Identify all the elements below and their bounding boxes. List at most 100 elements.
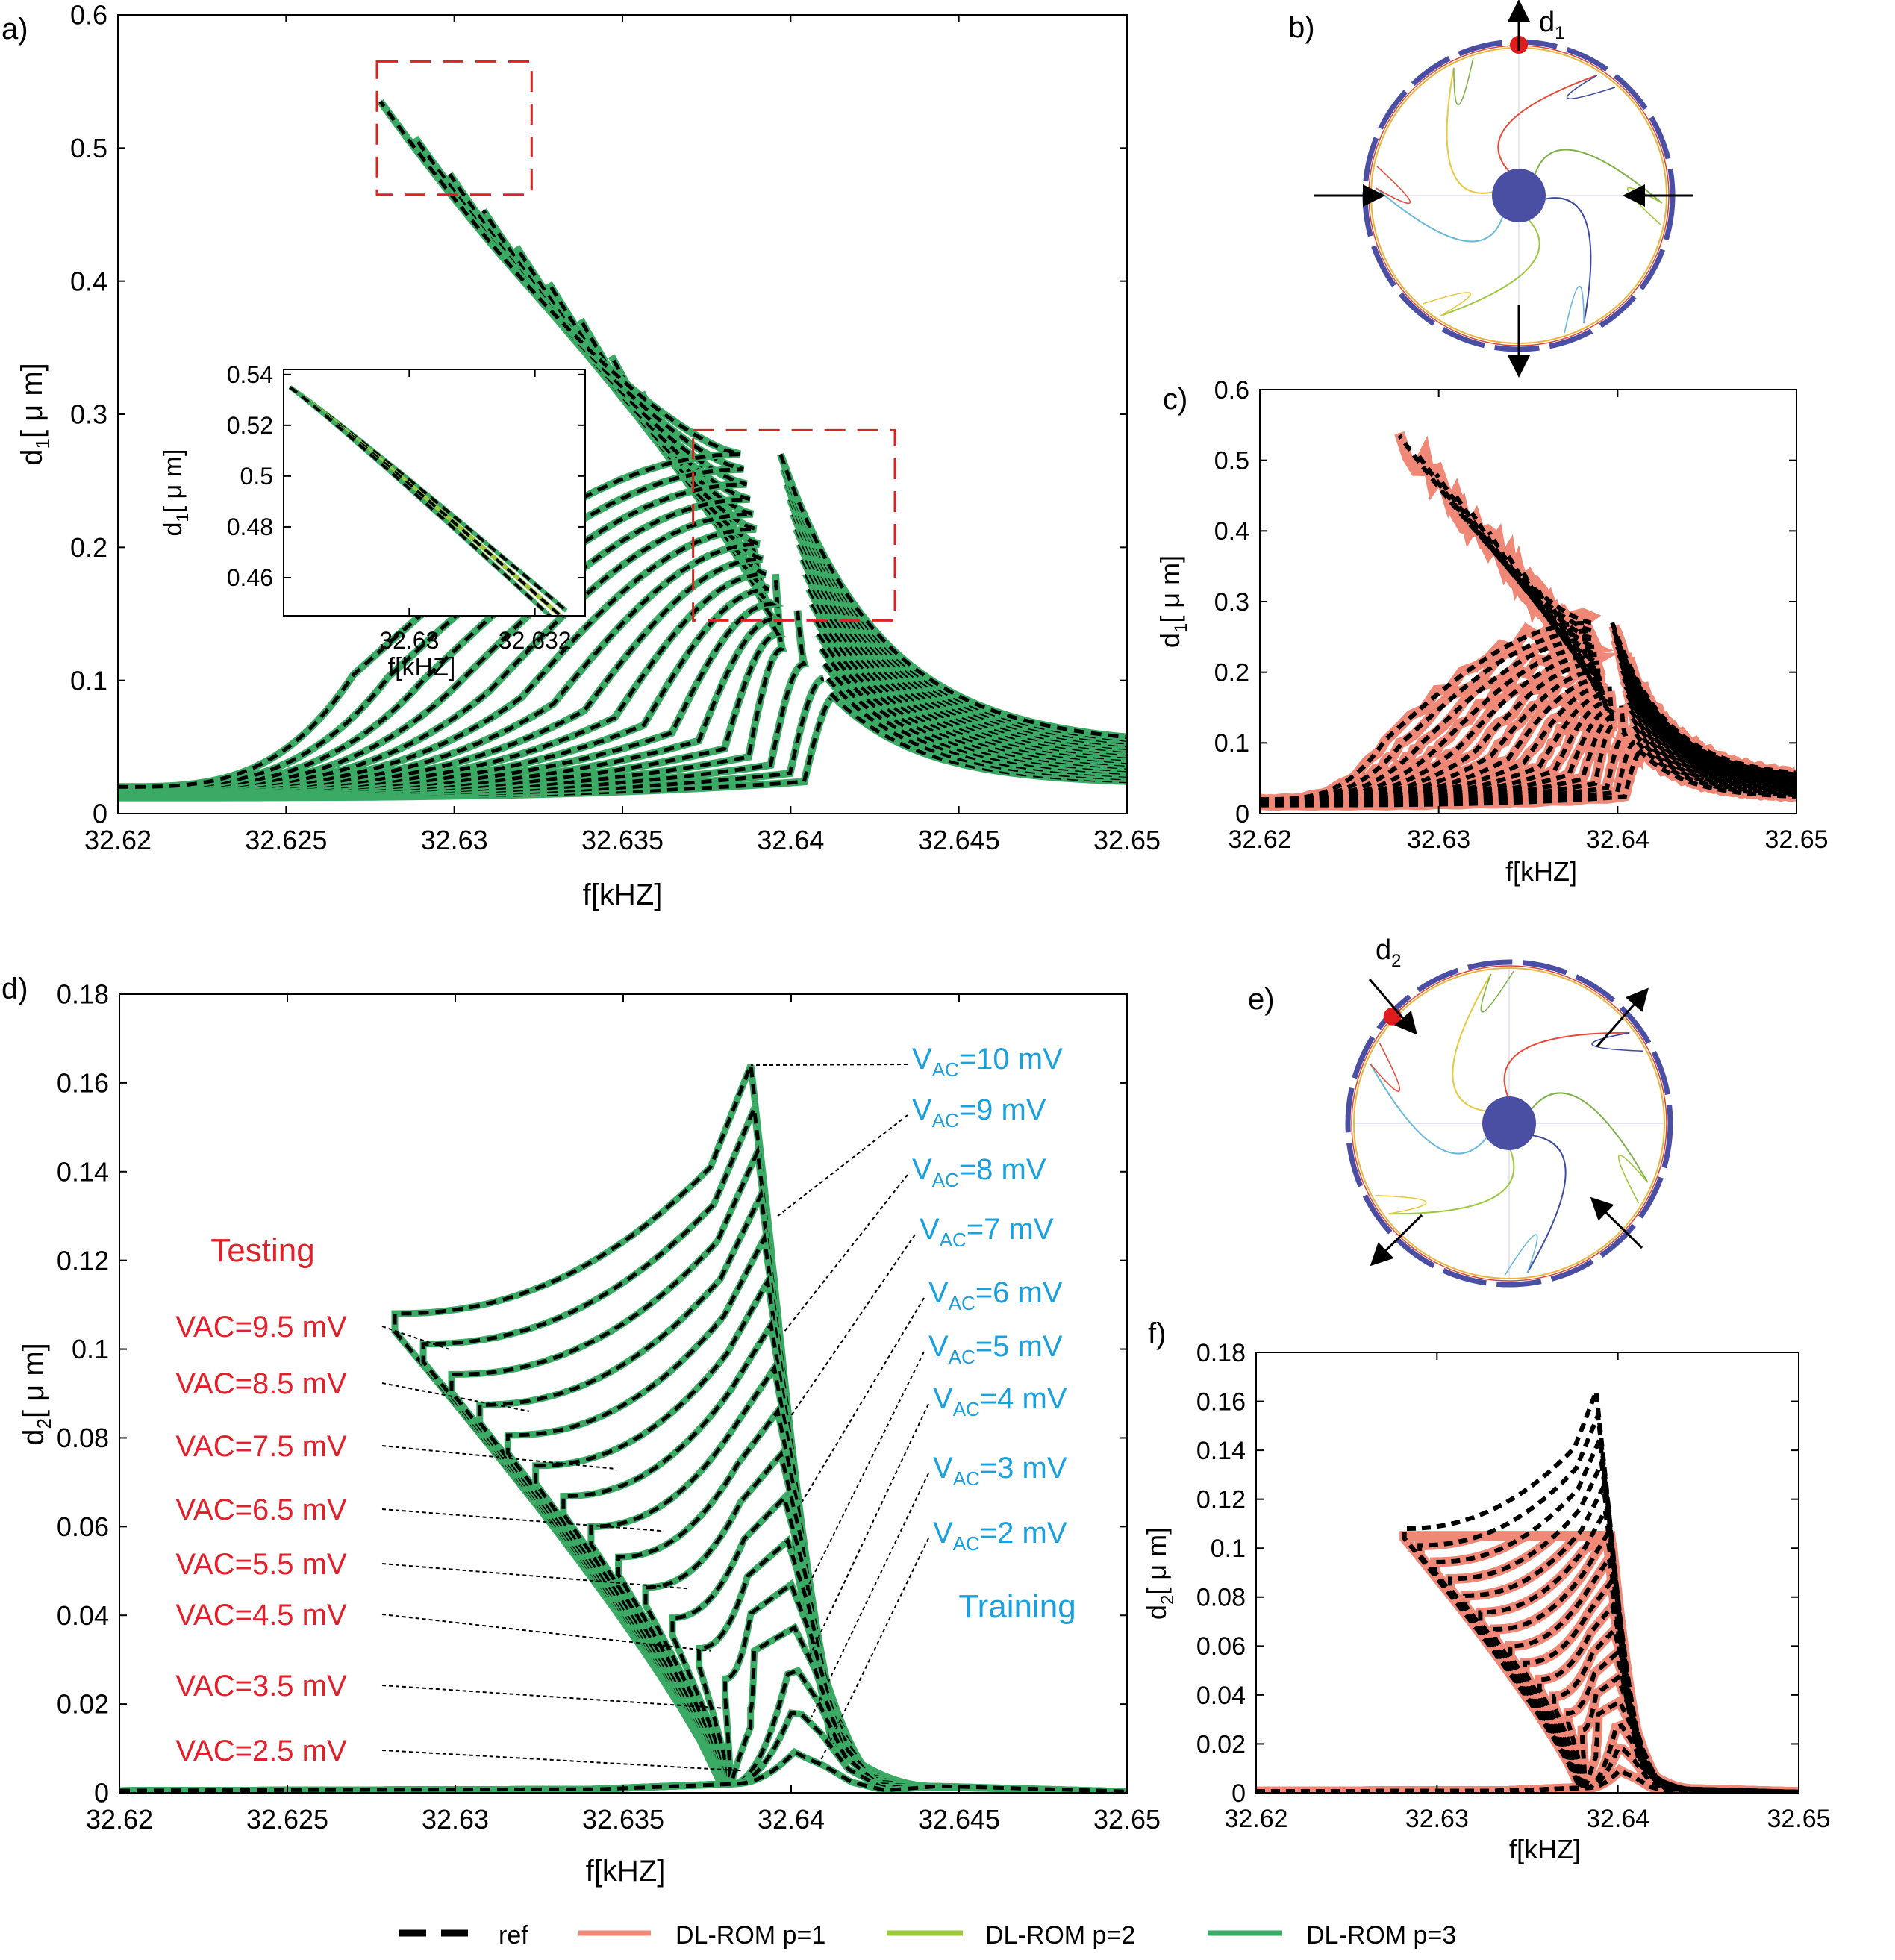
training-label-5: VAC=5 mV [928,1330,1063,1368]
c-series-10mV-ref [1610,622,1796,775]
chart-c-ylabel: d1[ μ m] [1155,555,1191,648]
chart-c-ytick-label: 0.4 [1214,517,1249,546]
chart-d-ytick-label: 0.16 [57,1067,109,1098]
c-series-2mV-ref [1637,748,1796,799]
chart-d-ytick-label: 0.02 [57,1689,109,1720]
chart-a-xtick-label: 32.65 [1093,825,1161,855]
chart-a-xlabel: f[kHZ] [583,878,663,911]
chart-f-ytick-label: 0.04 [1196,1682,1246,1710]
legend-item-ref: ref [399,1921,528,1950]
svg-text:DL-ROM p=1: DL-ROM p=1 [675,1921,825,1950]
c-series-6mV-ref [1260,589,1605,805]
gyro-spring-arc [1370,1043,1401,1092]
chart-c-ytick-label: 0.6 [1214,376,1249,405]
chart-a-ytick-label: 0.5 [70,133,107,163]
chart-d-xtick-label: 32.64 [758,1804,825,1835]
testing-leader-7 [381,1750,741,1772]
chart-a-xtick-label: 32.625 [245,825,327,855]
chart-d-ytick-label: 0.18 [57,979,109,1010]
testing-label-7: VAC=2.5 mV [175,1735,347,1767]
svg-text:DL-ROM p=2: DL-ROM p=2 [985,1921,1135,1950]
training-leader-1 [777,1114,908,1217]
panel-label-f: f) [1148,1317,1166,1350]
gyro-spring-arc [1375,1194,1427,1214]
f-series-5mV-ref [1256,1626,1799,1793]
d-series-5mV-ref [119,1494,1127,1793]
training-label-1: VAC=9 mV [912,1093,1046,1132]
chart-c-xtick-label: 32.62 [1228,825,1291,854]
c-series-3mV-ref [1260,705,1629,807]
chart-a-ticks: 32.62 32.625 32.63 32.635 32.64 32.645 32.65 0 0… [70,0,1161,855]
svg-text:ref: ref [499,1921,528,1950]
inset-background [284,369,585,616]
chart-d-xtick-label: 32.625 [246,1804,328,1835]
gyro-spring [1452,973,1492,1113]
chart-a-ytick-label: 0.3 [70,399,107,430]
chart-c-ytick-label: 0 [1235,800,1249,828]
c-series-3.5mV-ref [1632,725,1796,795]
inset-ytick-label: 0.46 [227,564,273,591]
d-series-8.5mV-ref [119,1188,1127,1793]
chart-f-curves [1256,1391,1799,1793]
chart-f-xtick-label: 32.64 [1586,1805,1649,1833]
inset-xlabel: f[kHZ] [388,653,456,681]
legend-item-p1: DL-ROM p=1 [578,1921,825,1950]
chart-d-ytick-label: 0.06 [57,1511,109,1542]
c-series-6.5mV-ref [1622,677,1796,786]
chart-a-curves [118,99,1127,802]
training-label-8: VAC=2 mV [933,1517,1067,1555]
chart-d-curves [119,1064,1127,1793]
gyro-spring [1540,197,1592,324]
series-5mV-ref [810,602,1127,767]
gyroscope-diagram-d2 [1345,959,1673,1288]
chart-d-xtick-label: 32.62 [86,1804,153,1835]
inset-series-ref [289,386,563,616]
chart-c: 32.62 32.63 32.64 32.6500.10.20.30.40.50.6 … [1155,376,1829,887]
chart-a-ytick-label: 0.4 [70,266,107,296]
panel-label-a: a) [1,13,28,46]
gyro-b-label: d1 [1539,7,1565,43]
chart-a-inset: 32.63 32.632 0.46 0.48 0.5 0.52 0.54 f[kHZ] d1… [159,361,586,681]
chart-c-ytick-label: 0.1 [1214,729,1249,758]
series-3mV-ref [118,610,807,799]
gyro-spring-arc [1480,970,1514,1013]
gyro-spring-arc [1591,1032,1643,1052]
testing-label-0: VAC=9.5 mV [175,1311,347,1343]
gyro-spring [1375,187,1505,243]
chart-c-xtick-label: 32.65 [1764,825,1828,854]
gyro-spring [1388,1145,1515,1215]
gyro-spring-arc [1564,285,1585,334]
training-leader-0 [750,1064,908,1067]
d-series-9.5mV-ref [119,1101,1127,1793]
d-series-4.5mV-ref [119,1538,1127,1793]
chart-f-ytick-label: 0.12 [1196,1486,1246,1514]
testing-label-6: VAC=3.5 mV [175,1670,347,1702]
f-series-4mV-ref [1256,1674,1799,1793]
gyro-spring [1440,216,1540,316]
chart-d-ytick-label: 0.08 [57,1423,109,1453]
c-series-10mV-ref [1260,434,1592,802]
gyro-spring [1446,67,1497,194]
c-series-5.5mV-ref [1625,693,1796,789]
panel-label-b: b) [1288,11,1315,44]
series-10mV-ref [118,100,741,789]
gyro-spring-arc [1627,187,1663,225]
testing-label-5: VAC=4.5 mV [175,1599,347,1632]
gyro-arrow-2 [1370,1214,1423,1267]
chart-d-ytick-label: 0 [94,1778,109,1808]
chart-d-xtick-label: 32.635 [582,1804,664,1835]
series-10mV-ref [778,453,1127,740]
chart-f-ytick-label: 0 [1231,1779,1246,1808]
chart-d-ytick-label: 0.04 [57,1600,109,1631]
chart-a-ytick-label: 0.2 [70,532,107,563]
chart-a-xtick-label: 32.63 [421,825,488,855]
gyro-ring-deformed [1351,965,1667,1282]
chart-f-ytick-label: 0.02 [1196,1730,1246,1758]
series-6mV-ref [804,572,1127,761]
chart-a-highlight-boxes [375,60,896,622]
c-series-7.5mV-ref [1260,531,1600,804]
training-label-6: VAC=4 mV [933,1382,1067,1420]
chart-c-curves [1260,431,1796,811]
gyro-arrow-1 [1596,987,1649,1047]
